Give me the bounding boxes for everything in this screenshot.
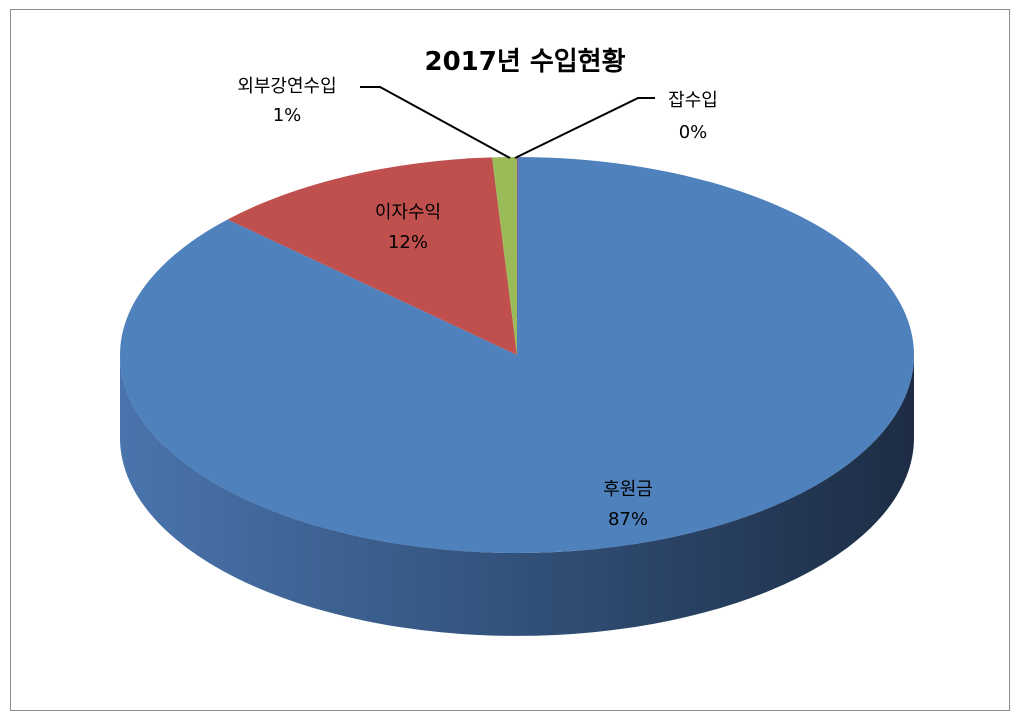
pie-slice-3 (517, 157, 519, 355)
slice-label-1: 이자수익 (375, 202, 441, 223)
slice-label-2: 외부강연수입 (237, 76, 336, 97)
leader-line-2 (514, 97, 655, 159)
slice-value-3: 0% (679, 122, 708, 143)
leader-line-1 (360, 86, 511, 159)
slice-value-1: 12% (388, 232, 428, 253)
pie-side-wall (120, 355, 914, 636)
pie-slice-2 (492, 157, 517, 355)
pie-slice-0 (119, 157, 914, 553)
pie-slice-1 (227, 157, 517, 355)
slice-label-3: 잡수입 (668, 90, 718, 111)
chart-title: 2017년 수입현황 (424, 47, 625, 77)
slice-value-0: 87% (608, 509, 648, 530)
slice-label-0: 후원금 (603, 479, 653, 500)
slice-value-2: 1% (273, 105, 302, 126)
